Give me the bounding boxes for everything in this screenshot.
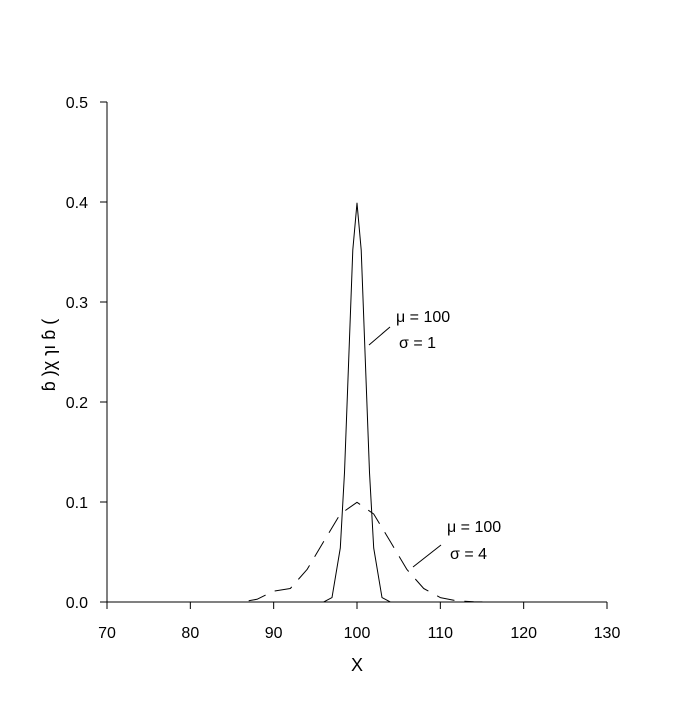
y-tick-label: 0.1 — [66, 495, 88, 512]
annotation-mu-text: μ = 100 — [447, 519, 501, 536]
series-line-dashed — [248, 501, 516, 603]
annotation-sigma-text: σ = 1 — [399, 335, 436, 352]
annotation-mu-text: μ = 100 — [396, 309, 450, 326]
x-tick-label: 130 — [594, 625, 621, 642]
x-tick-label: 120 — [510, 625, 537, 642]
y-axis-title: ɓ )χ ɿı ɓ ( — [39, 319, 59, 391]
x-axis-title: X — [351, 655, 363, 675]
annotation-sigma-1: μ = 100 σ = 1 — [368, 309, 450, 352]
series-group — [248, 202, 516, 603]
annotation-sigma-text: σ = 4 — [450, 546, 487, 563]
y-tick-label: 0.0 — [66, 595, 88, 612]
annotation-leader-line — [368, 326, 391, 346]
x-tick-label: 70 — [98, 625, 116, 642]
x-tick-label: 110 — [428, 625, 454, 642]
y-tick-label: 0.3 — [66, 295, 88, 312]
y-tick-label: 0.2 — [66, 395, 88, 412]
x-tick-label: 100 — [344, 625, 371, 642]
axes — [106, 102, 607, 603]
annotation-leader-line — [412, 544, 442, 568]
annotation-sigma-4: μ = 100 σ = 4 — [412, 519, 501, 568]
y-tick-label: 0.4 — [66, 195, 88, 212]
series-line-solid — [323, 202, 391, 603]
y-tick-label: 0.5 — [66, 95, 88, 112]
tick-group: 70 80 90 100 110 120 130 0.0 0.1 0.2 0.3 0.4 0.5 — [66, 95, 621, 642]
x-tick-label: 80 — [181, 625, 199, 642]
x-tick-label: 90 — [265, 625, 283, 642]
